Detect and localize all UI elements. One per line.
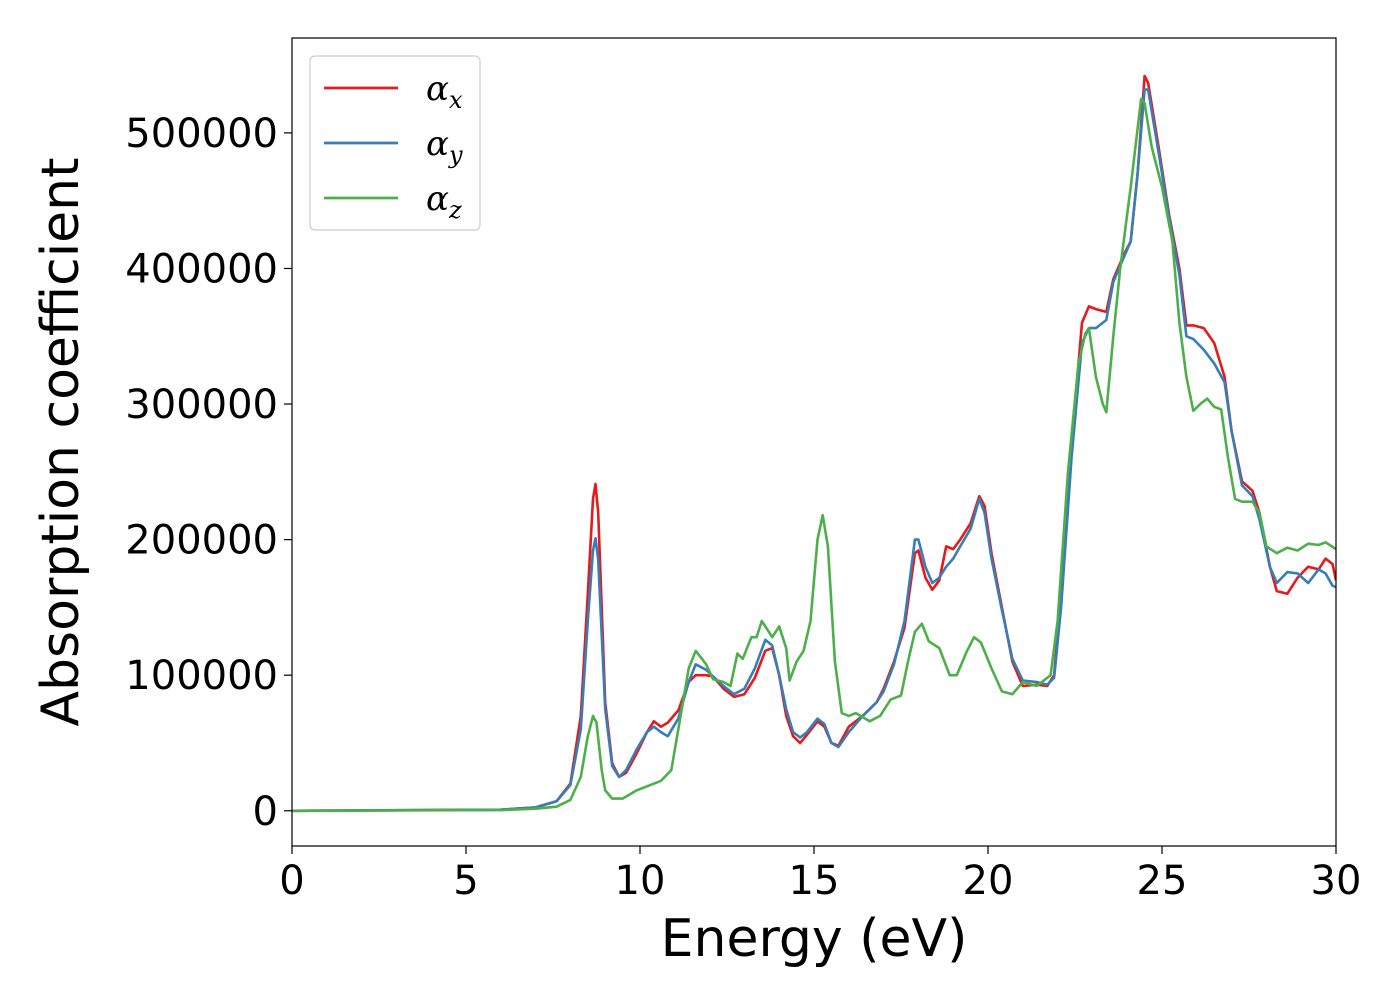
x-tick-label: 15 — [789, 858, 840, 904]
x-axis-ticks: 0 5 10 15 20 25 30 — [279, 846, 1361, 904]
x-tick-label: 20 — [963, 858, 1014, 904]
y-tick-label: 200000 — [125, 518, 278, 564]
series-layer — [292, 74, 1336, 813]
x-tick-label: 10 — [615, 858, 666, 904]
legend-label-x: αx — [426, 69, 463, 114]
y-tick-label: 300000 — [125, 382, 278, 428]
y-axis-ticks: 0 100000 200000 300000 400000 500000 — [125, 111, 292, 835]
legend: αx αy αz — [309, 55, 481, 231]
x-tick-label: 5 — [453, 858, 478, 904]
x-tick-label: 30 — [1311, 858, 1362, 904]
legend-label-z: αz — [426, 179, 462, 224]
x-tick-label: 0 — [279, 858, 304, 904]
x-tick-label: 25 — [1137, 858, 1188, 904]
y-tick-label: 400000 — [125, 246, 278, 292]
y-axis-title: Absorption coefficient — [31, 157, 91, 726]
y-tick-label: 0 — [253, 789, 278, 835]
series-line-z — [292, 97, 1336, 813]
series-line-y — [292, 88, 1336, 813]
y-tick-label: 500000 — [125, 111, 278, 157]
x-axis-title: Energy (eV) — [661, 909, 968, 969]
legend-label-y: αy — [426, 124, 463, 169]
y-tick-label: 100000 — [125, 653, 278, 699]
